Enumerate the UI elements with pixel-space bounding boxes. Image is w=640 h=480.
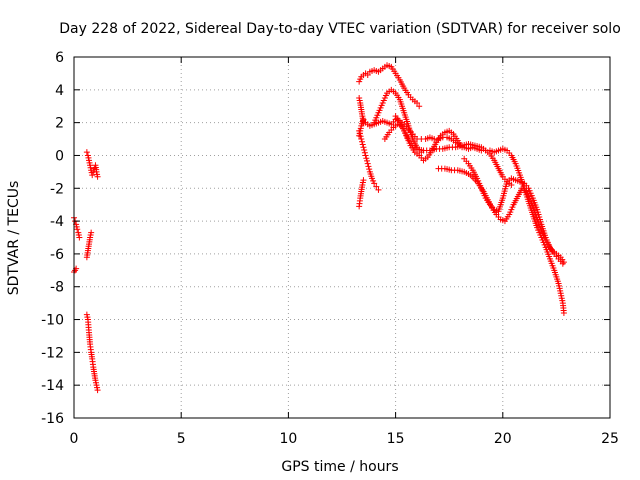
x-tick-label: 5 [177,431,186,447]
y-tick-label: 4 [55,83,64,99]
data-point [358,136,365,143]
y-axis-label: SDTVAR / TECUs [6,181,22,296]
x-tick-label: 20 [494,431,512,447]
chart-title: Day 228 of 2022, Sidereal Day-to-day VTE… [59,21,621,37]
data-segment [381,121,466,164]
axis-ticks [73,56,611,419]
data-point [375,186,382,193]
y-tick-label: 2 [55,116,64,132]
y-tick-label: -6 [50,247,64,263]
data-point [357,133,364,140]
data-point [364,157,371,164]
y-tick-label: 0 [55,148,64,164]
data-point [363,155,370,162]
y-tick-labels: -16 -14 -12 -10 -8 -6 -4 -2 0 2 4 6 [41,50,64,427]
data-point [360,177,367,184]
data-point [364,72,371,79]
y-tick-label: -10 [41,313,64,329]
data-point [364,160,371,167]
x-axis-label: GPS time / hours [281,459,398,475]
data-segment [83,149,101,180]
y-tick-label: 6 [55,50,64,66]
data-point [366,166,373,173]
data-point [359,138,366,145]
data-point [356,130,363,137]
data-point [88,229,95,236]
y-tick-label: -14 [41,378,64,394]
data-point [361,149,368,156]
x-tick-labels: 0 5 10 15 20 25 [70,431,619,447]
data-point [74,226,81,233]
grid-lines [74,57,610,418]
y-tick-label: -8 [50,280,64,296]
data-point [362,152,369,159]
data-point [365,163,372,170]
data-point [559,260,566,267]
data-point [89,172,96,179]
data-point [416,103,423,110]
y-tick-label: -16 [41,411,64,427]
data-point [83,149,90,156]
y-tick-label: -4 [50,214,64,230]
data-segment [356,62,423,110]
x-tick-label: 10 [279,431,297,447]
data-segment [71,214,83,241]
data-point [361,146,368,153]
x-tick-label: 25 [601,431,619,447]
data-segment [392,113,515,188]
plot-frame [73,56,611,419]
data-segment [356,177,367,210]
data-point [360,116,367,123]
data-points [71,62,567,394]
data-point [373,183,380,190]
data-point [356,127,363,134]
data-segment [83,311,101,394]
data-segment [461,155,566,267]
data-point [359,141,366,148]
y-tick-label: -12 [41,345,64,361]
data-point [76,234,83,241]
y-tick-label: -2 [50,181,64,197]
data-point [94,173,101,180]
data-segment [71,265,80,275]
data-point [414,99,421,106]
data-segment [83,229,95,261]
data-point [94,387,101,394]
x-tick-label: 15 [387,431,405,447]
x-tick-label: 0 [70,431,79,447]
data-point [360,144,367,151]
data-point [371,180,378,187]
data-point [508,181,515,188]
data-point [560,309,567,316]
data-segment [356,127,382,193]
